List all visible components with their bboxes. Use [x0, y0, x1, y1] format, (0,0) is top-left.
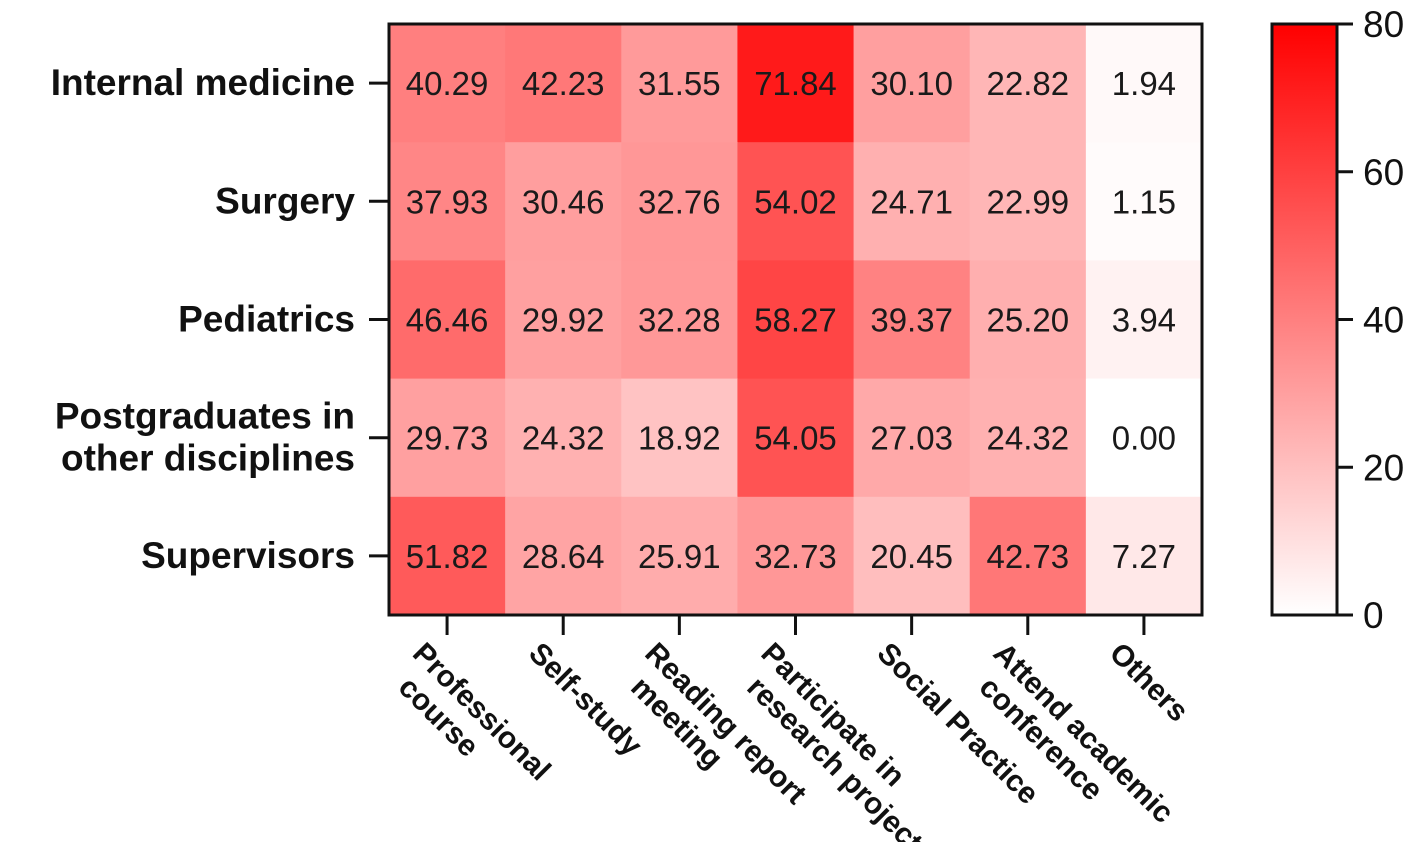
heatmap-cell-r1-c3 — [621, 24, 739, 143]
cell-value-label: 32.28 — [638, 302, 721, 339]
cell-value-label: 25.91 — [638, 538, 721, 575]
heatmap-cell-r3-c1 — [389, 260, 506, 380]
cell-value-label: 22.82 — [986, 65, 1069, 102]
cell-value-label: 28.64 — [522, 538, 605, 575]
row-labels: Internal medicine Surgery Pediatrics Postgr… — [51, 62, 389, 576]
cell-value-label: 30.46 — [522, 183, 605, 220]
cell-value-label: 7.27 — [1112, 538, 1176, 575]
cell-value-label: 24.32 — [986, 420, 1069, 457]
heatmap-cell-r1-c7 — [1085, 24, 1203, 143]
cell-value-label: 54.05 — [754, 420, 837, 457]
heatmap-cell-r1-c4 — [737, 24, 855, 143]
heatmap-cell-r4-c2 — [505, 378, 622, 498]
column-label: Self-study — [522, 637, 648, 763]
row-label: Internal medicine — [51, 62, 355, 103]
cell-value-label: 58.27 — [754, 302, 837, 339]
column-label-group: Self-study — [522, 637, 648, 763]
cell-value-label: 1.15 — [1112, 183, 1176, 220]
row-label: Supervisors — [141, 535, 355, 576]
heatmap-cell-r5-c1 — [389, 496, 506, 616]
heatmap-cell-r1-c5 — [853, 24, 971, 143]
cell-value-label: 32.76 — [638, 183, 721, 220]
colorbar-tick-label: 60 — [1363, 152, 1404, 193]
heatmap-cell-r4-c4 — [737, 378, 855, 498]
cell-value-label: 30.10 — [870, 65, 953, 102]
heatmap-cell-r2-c5 — [853, 142, 971, 261]
heatmap-cell-r1-c6 — [969, 24, 1087, 143]
cell-value-label: 24.32 — [522, 420, 605, 457]
heatmap-cell-r5-c7 — [1085, 496, 1203, 616]
colorbar: 0 20 40 60 80 — [1270, 4, 1404, 636]
colorbar-tick-label: 80 — [1363, 4, 1404, 45]
heatmap-cell-r5-c3 — [621, 496, 739, 616]
heatmap-cell-r4-c3 — [621, 378, 739, 498]
cell-value-label: 29.73 — [406, 420, 489, 457]
heatmap-cell-r3-c7 — [1085, 260, 1203, 380]
heatmap-cell-r5-c6 — [969, 496, 1087, 616]
row-label: other disciplines — [61, 438, 355, 479]
cell-value-label: 42.23 — [522, 65, 605, 102]
cell-value-label: 51.82 — [406, 538, 489, 575]
cell-value-label: 42.73 — [986, 538, 1069, 575]
cell-value-label: 20.45 — [870, 538, 953, 575]
colorbar-tick-label: 20 — [1363, 447, 1404, 488]
cell-value-label: 3.94 — [1112, 302, 1176, 339]
cell-value-label: 22.99 — [986, 183, 1069, 220]
heatmap-cell-r2-c6 — [969, 142, 1087, 261]
heatmap-cell-r4-c5 — [853, 378, 971, 498]
cell-value-label: 40.29 — [406, 65, 489, 102]
cell-value-label: 39.37 — [870, 302, 953, 339]
cell-value-label: 71.84 — [754, 65, 837, 102]
heatmap-cell-r2-c3 — [621, 142, 739, 261]
heatmap-cell-r3-c2 — [505, 260, 622, 380]
cell-value-label: 54.02 — [754, 183, 837, 220]
cell-value-label: 31.55 — [638, 65, 721, 102]
heatmap-cell-r4-c1 — [389, 378, 506, 498]
cell-value-label: 24.71 — [870, 183, 953, 220]
cell-value-label: 32.73 — [754, 538, 837, 575]
column-label-group: Others — [1103, 637, 1195, 729]
cell-value-label: 18.92 — [638, 420, 721, 457]
heatmap-cell-r2-c4 — [737, 142, 855, 261]
colorbar-tick-label: 40 — [1363, 300, 1404, 341]
row-label: Pediatrics — [178, 299, 355, 340]
cell-value-label: 25.20 — [986, 302, 1069, 339]
cell-value-label: 46.46 — [406, 302, 489, 339]
heatmap-cell-r2-c7 — [1085, 142, 1203, 261]
heatmap-cell-r5-c4 — [737, 496, 855, 616]
heatmap-cell-r2-c2 — [505, 142, 622, 261]
colorbar-tick-label: 0 — [1363, 595, 1384, 636]
cell-value-label: 27.03 — [870, 420, 953, 457]
row-label: Surgery — [215, 180, 355, 221]
heatmap-cell-r5-c5 — [853, 496, 971, 616]
heatmap-cell-r4-c6 — [969, 378, 1087, 498]
cell-value-label: 29.92 — [522, 302, 605, 339]
heatmap-cell-r5-c2 — [505, 496, 622, 616]
colorbar-gradient — [1270, 22, 1339, 617]
heatmap-cell-r2-c1 — [389, 142, 506, 261]
cell-value-label: 1.94 — [1112, 65, 1176, 102]
row-label: Postgraduates in — [55, 396, 355, 437]
heatmap-cell-r1-c2 — [505, 24, 622, 143]
heatmap-cell-r3-c4 — [737, 260, 855, 380]
heatmap-cells: 40.29 42.23 31.55 71.84 30.10 22.82 1.94 37.93 3… — [389, 24, 1203, 616]
heatmap-cell-r3-c3 — [621, 260, 739, 380]
cell-value-label: 0.00 — [1112, 420, 1176, 457]
cell-value-label: 37.93 — [406, 183, 489, 220]
heatmap-cell-r4-c7 — [1085, 378, 1203, 498]
heatmap-cell-r3-c5 — [853, 260, 971, 380]
column-label: Others — [1103, 637, 1195, 729]
heatmap-cell-r1-c1 — [389, 24, 506, 143]
heatmap-cell-r3-c6 — [969, 260, 1087, 380]
